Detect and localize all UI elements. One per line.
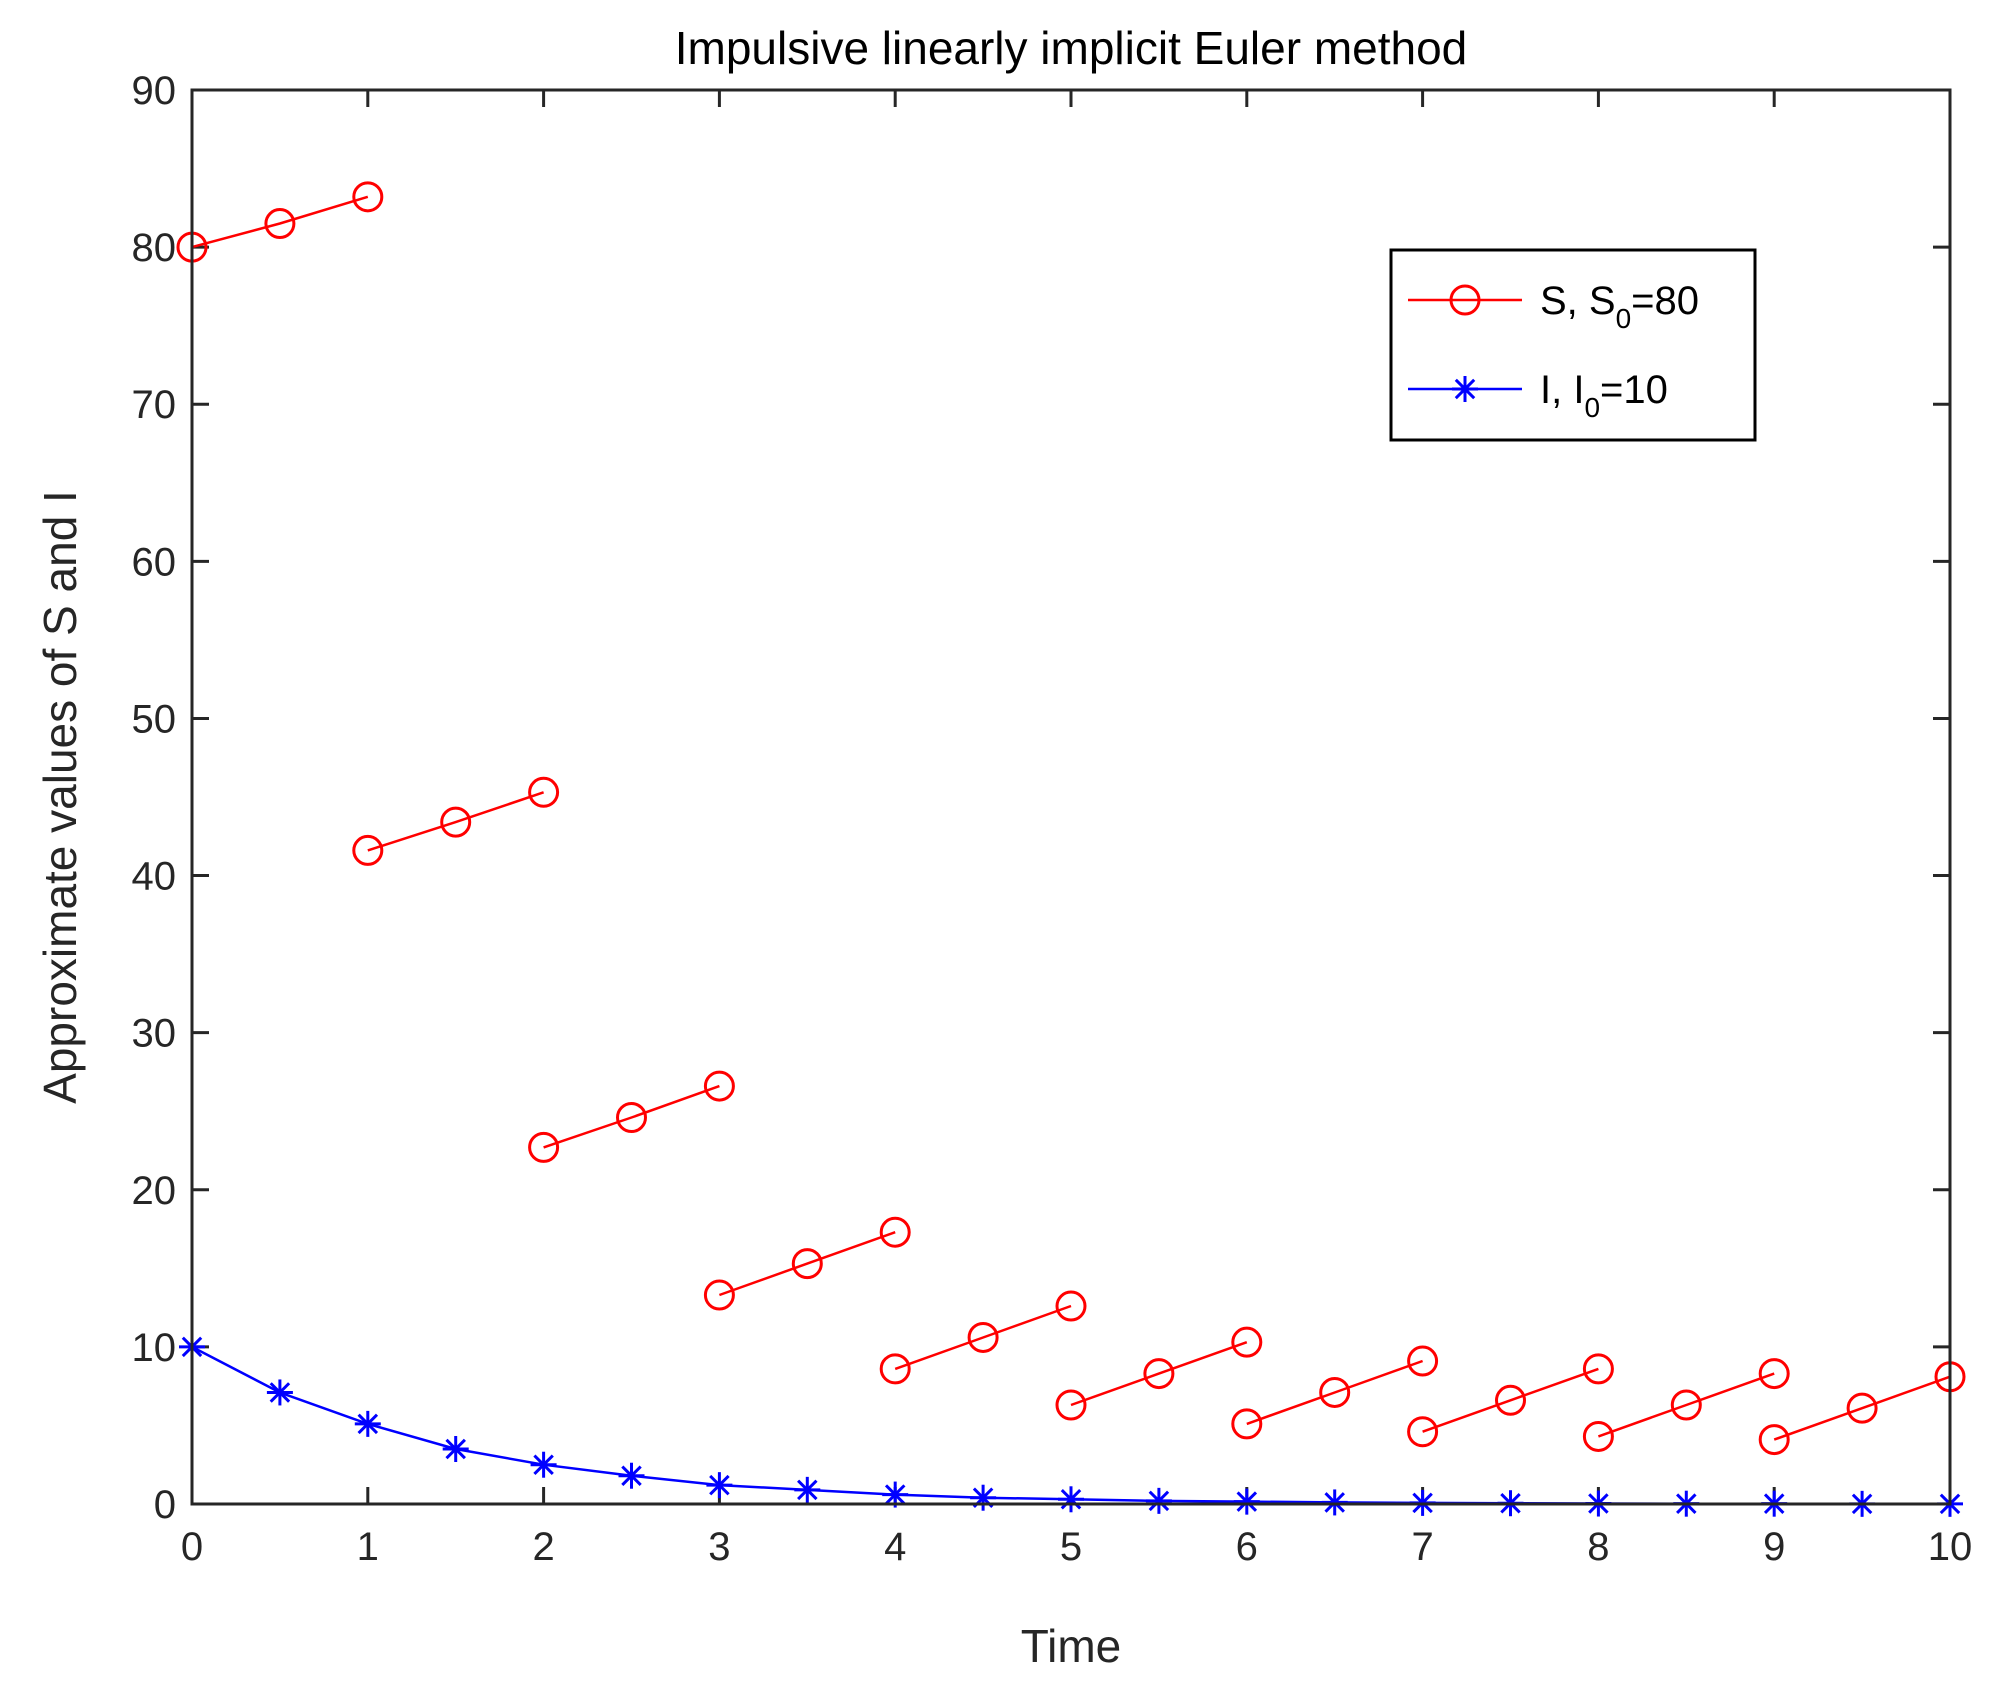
data-point (1407, 1345, 1439, 1377)
data-point (1231, 1326, 1263, 1358)
series-line-segment (1773, 1375, 1951, 1441)
x-tick-label: 1 (357, 1525, 379, 1569)
legend-i-label-main: I, I (1540, 368, 1584, 412)
x-axis-label: Time (1021, 1620, 1122, 1672)
x-tick-label: 7 (1411, 1525, 1433, 1569)
data-point (618, 1462, 645, 1489)
x-tick-label: 10 (1928, 1525, 1973, 1569)
data-point (879, 1353, 911, 1385)
data-point (1407, 1416, 1439, 1448)
legend-asterisk (1452, 376, 1478, 402)
y-tick-label: 90 (132, 69, 177, 113)
data-point (266, 1379, 293, 1406)
data-point (530, 1451, 557, 1478)
axes-box (190, 88, 1952, 1506)
data-point (264, 208, 296, 240)
series-line-segment (718, 1231, 896, 1297)
y-tick-label: 80 (132, 226, 177, 270)
data-point (1846, 1392, 1878, 1424)
series-line-segment (1597, 1372, 1775, 1438)
legend-i-marker (1452, 376, 1478, 402)
x-tick-label: 9 (1763, 1525, 1785, 1569)
data-point (528, 1131, 560, 1163)
data-point (703, 1279, 735, 1311)
x-tick-label: 5 (1060, 1525, 1082, 1569)
legend-s-marker (1449, 284, 1481, 316)
data-point (1582, 1353, 1614, 1385)
data-point (1758, 1424, 1790, 1456)
data-point (1143, 1358, 1175, 1390)
legend-s-label: S, S0=80 (1540, 279, 1699, 334)
data-point (354, 1410, 381, 1437)
x-tick-label: 4 (884, 1525, 906, 1569)
data-point (1233, 1488, 1260, 1515)
data-point (1670, 1389, 1702, 1421)
legend-i-label-sub: 0 (1584, 392, 1600, 423)
data-point (1758, 1358, 1790, 1390)
data-point (1582, 1420, 1614, 1452)
series-line-segment (1422, 1367, 1599, 1433)
data-point (794, 1476, 821, 1503)
data-point (879, 1216, 911, 1248)
y-tick-label: 70 (132, 383, 177, 427)
data-point (1055, 1290, 1087, 1322)
data-point (528, 776, 560, 808)
data-point (616, 1102, 647, 1134)
data-point (703, 1070, 735, 1102)
legend-s-label-tail: =80 (1631, 279, 1699, 323)
data-point (1321, 1489, 1348, 1516)
x-tick-label: 6 (1236, 1525, 1258, 1569)
data-point (967, 1321, 999, 1353)
data-point (352, 834, 384, 866)
chart-title: Impulsive linearly implicit Euler method (675, 22, 1468, 74)
data-point (1319, 1376, 1351, 1408)
series-s (176, 181, 1966, 1456)
y-tick-label: 0 (154, 1483, 176, 1527)
data-point (442, 1436, 469, 1463)
series-line-segment (191, 195, 369, 249)
y-tick-label: 20 (132, 1169, 177, 1213)
series-line-segment (367, 791, 545, 852)
data-point (706, 1472, 733, 1499)
data-point (1495, 1384, 1526, 1416)
data-point (1055, 1389, 1087, 1421)
y-axis-label: Approximate values of S and I (34, 490, 86, 1104)
x-tick-label: 3 (708, 1525, 730, 1569)
legend-i-label: I, I0=10 (1540, 368, 1668, 423)
y-tick-label: 50 (132, 697, 177, 741)
data-point (440, 806, 472, 838)
legend: S, S0=80 I, I0=10 (1389, 248, 1757, 442)
series-line-segment (1070, 1341, 1248, 1407)
x-axis-ticks: 0 1 2 3 4 5 6 7 8 9 10 (181, 90, 1972, 1569)
data-point (791, 1248, 823, 1280)
y-tick-label: 30 (132, 1012, 177, 1056)
legend-i-label-tail: =10 (1600, 368, 1668, 412)
x-tick-label: 2 (532, 1525, 554, 1569)
data-point (1058, 1486, 1084, 1513)
data-point (970, 1484, 997, 1511)
legend-s-label-sub: 0 (1616, 303, 1632, 334)
series-line-segment (1246, 1359, 1424, 1426)
series-line-segment (543, 1084, 720, 1149)
x-tick-label: 0 (181, 1525, 203, 1569)
y-axis-ticks: 0 10 20 30 40 50 60 70 80 90 (132, 69, 1950, 1527)
y-tick-label: 10 (132, 1326, 177, 1370)
x-tick-label: 8 (1587, 1525, 1609, 1569)
y-tick-label: 40 (132, 855, 177, 899)
data-point (1145, 1487, 1172, 1514)
data-point (1231, 1408, 1263, 1440)
y-tick-label: 60 (132, 540, 177, 584)
legend-box (1389, 248, 1757, 442)
legend-s-label-main: S, S (1540, 279, 1616, 323)
series-line-segment (894, 1304, 1072, 1371)
data-point (882, 1481, 909, 1508)
data-point (352, 181, 384, 213)
